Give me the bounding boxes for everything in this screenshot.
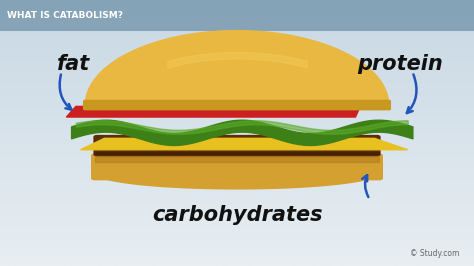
Text: protein: protein bbox=[358, 54, 443, 74]
FancyBboxPatch shape bbox=[0, 0, 474, 31]
Polygon shape bbox=[66, 106, 360, 117]
Polygon shape bbox=[85, 31, 389, 105]
Text: carbohydrates: carbohydrates bbox=[152, 205, 322, 226]
FancyBboxPatch shape bbox=[83, 100, 391, 110]
Polygon shape bbox=[95, 161, 379, 189]
FancyBboxPatch shape bbox=[91, 153, 383, 180]
FancyBboxPatch shape bbox=[93, 135, 381, 156]
Text: fat: fat bbox=[57, 54, 90, 74]
Text: WHAT IS CATABOLISM?: WHAT IS CATABOLISM? bbox=[7, 11, 123, 20]
Text: © Study.com: © Study.com bbox=[410, 249, 460, 258]
Polygon shape bbox=[81, 138, 408, 150]
